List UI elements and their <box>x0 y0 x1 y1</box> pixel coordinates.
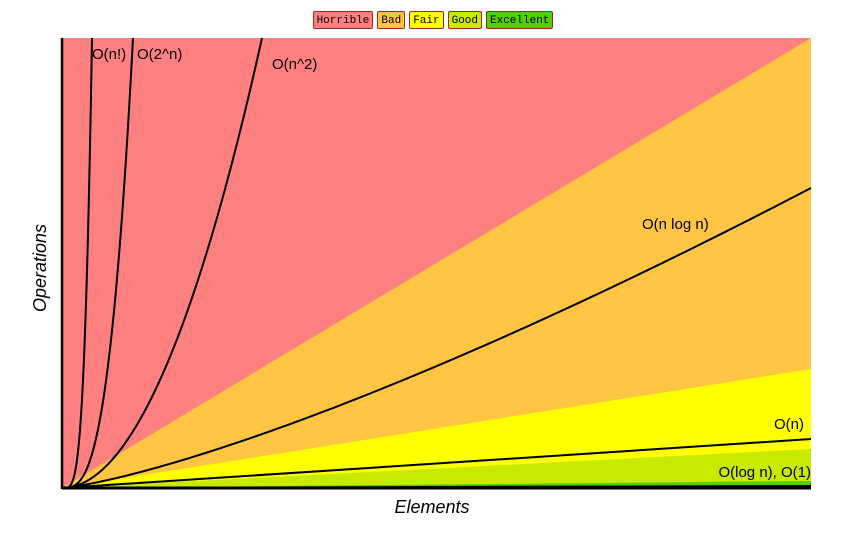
curve-label-exponential: O(2^n) <box>137 46 182 63</box>
axes-layer <box>60 38 811 490</box>
legend-item-horrible: Horrible <box>312 11 374 29</box>
zone-fair <box>62 369 811 488</box>
legend-item-excellent: Excellent <box>486 11 554 29</box>
curve-nlogn <box>61 187 812 489</box>
legend-item-fair: Fair <box>409 11 444 29</box>
legend-item-bad: Bad <box>377 11 406 29</box>
curve-label-linear: O(n) <box>774 416 804 433</box>
x-axis-title: Elements <box>394 497 469 517</box>
zone-bad <box>62 38 811 488</box>
curve-label-log_constant: O(log n), O(1) <box>718 464 811 481</box>
curve-label-factorial: O(n!) <box>92 46 126 63</box>
chart-legend: Horrible Bad Fair Good Excellent <box>0 11 866 29</box>
curve-linear <box>61 438 812 489</box>
curve-label-nlogn: O(n log n) <box>642 216 709 233</box>
curve-label-quadratic: O(n^2) <box>272 56 317 73</box>
zone-good <box>62 449 811 488</box>
legend-item-good: Good <box>447 11 482 29</box>
y-axis-title: Operations <box>30 224 50 312</box>
labels-layer: O(n!) O(2^n) O(n^2) O(n log n) O(n) O(log n),… <box>92 46 811 481</box>
zones-layer <box>62 38 811 488</box>
curve-quadratic <box>61 37 263 489</box>
